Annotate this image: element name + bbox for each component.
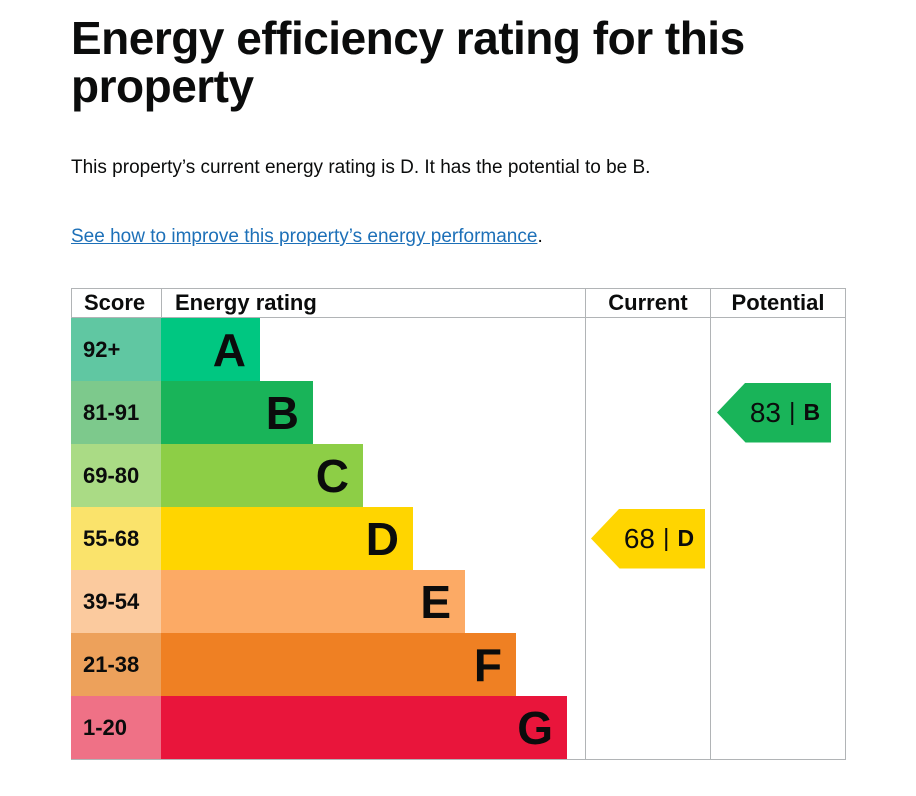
potential-score-value: 83 bbox=[749, 396, 782, 428]
bar-track: C bbox=[161, 444, 586, 507]
band-row-c: 69-80 C bbox=[71, 444, 846, 507]
band-bar-a: A bbox=[161, 318, 260, 381]
table-body: 92+ A 81-91 B bbox=[71, 318, 846, 760]
score-range-a: 92+ bbox=[71, 318, 161, 381]
current-rating-arrow: 68 | D bbox=[591, 508, 705, 569]
band-bar-g: G bbox=[161, 696, 567, 759]
band-bar-d: D bbox=[161, 507, 413, 570]
band-bar-f: F bbox=[161, 633, 516, 696]
band-letter-e: E bbox=[420, 575, 451, 628]
potential-column-cell bbox=[711, 507, 846, 570]
arrow-divider: | bbox=[789, 398, 796, 426]
score-range-b: 81-91 bbox=[71, 381, 161, 444]
score-range-d: 55-68 bbox=[71, 507, 161, 570]
potential-column-cell bbox=[711, 318, 846, 381]
header-current: Current bbox=[585, 288, 711, 318]
band-letter-g: G bbox=[517, 701, 553, 754]
header-potential: Potential bbox=[710, 288, 846, 318]
improve-line: See how to improve this property’s energ… bbox=[71, 224, 845, 249]
potential-rating-arrow: 83 | B bbox=[717, 382, 831, 443]
band-row-g: 1-20 G bbox=[71, 696, 846, 759]
rating-summary-text: This property’s current energy rating is… bbox=[71, 157, 651, 178]
page: Energy efficiency rating for this propert… bbox=[71, 14, 846, 760]
arrow-divider: | bbox=[663, 524, 670, 552]
band-bar-e: E bbox=[161, 570, 465, 633]
current-column-cell bbox=[586, 633, 711, 696]
potential-band-letter: B bbox=[803, 399, 821, 425]
page-title-line1: Energy efficiency rating for this bbox=[71, 12, 745, 64]
band-row-f: 21-38 F bbox=[71, 633, 846, 696]
potential-column-cell bbox=[711, 444, 846, 507]
score-range-g: 1-20 bbox=[71, 696, 161, 759]
band-row-e: 39-54 E bbox=[71, 570, 846, 633]
link-suffix: . bbox=[537, 226, 543, 247]
bar-track: B bbox=[161, 381, 586, 444]
potential-column-cell bbox=[711, 570, 846, 633]
band-letter-d: D bbox=[365, 512, 399, 565]
band-row-d: 55-68 D 68 | D bbox=[71, 507, 846, 570]
current-column-cell bbox=[586, 570, 711, 633]
band-row-a: 92+ A bbox=[71, 318, 846, 381]
band-bar-c: C bbox=[161, 444, 363, 507]
score-range-e: 39-54 bbox=[71, 570, 161, 633]
current-band-letter: D bbox=[677, 525, 695, 551]
band-bar-b: B bbox=[161, 381, 313, 444]
potential-column-cell bbox=[711, 633, 846, 696]
improve-energy-performance-link[interactable]: See how to improve this property’s energ… bbox=[71, 226, 538, 247]
header-energy-rating: Energy rating bbox=[161, 288, 586, 318]
page-title: Energy efficiency rating for this propert… bbox=[71, 14, 845, 110]
band-row-b: 81-91 B 83 | B bbox=[71, 381, 846, 444]
current-column-cell bbox=[586, 696, 711, 759]
band-letter-c: C bbox=[315, 449, 349, 502]
bar-track: E bbox=[161, 570, 586, 633]
band-letter-b: B bbox=[265, 386, 299, 439]
page-title-line2: property bbox=[71, 60, 254, 112]
score-range-c: 69-80 bbox=[71, 444, 161, 507]
bar-track: F bbox=[161, 633, 586, 696]
current-column-cell: 68 | D bbox=[586, 507, 711, 570]
potential-column-cell: 83 | B bbox=[711, 381, 846, 444]
epc-rating-chart: Score Energy rating Current Potential 92… bbox=[71, 288, 846, 760]
potential-column-cell bbox=[711, 696, 846, 759]
score-range-f: 21-38 bbox=[71, 633, 161, 696]
current-column-cell bbox=[586, 444, 711, 507]
table-header-row: Score Energy rating Current Potential bbox=[71, 288, 846, 318]
current-score-value: 68 bbox=[623, 522, 656, 554]
band-letter-a: A bbox=[212, 323, 246, 376]
current-column-cell bbox=[586, 381, 711, 444]
header-score: Score bbox=[71, 288, 162, 318]
bar-track: G bbox=[161, 696, 586, 759]
bar-track: A bbox=[161, 318, 586, 381]
bar-track: D bbox=[161, 507, 586, 570]
current-column-cell bbox=[586, 318, 711, 381]
band-letter-f: F bbox=[473, 638, 502, 691]
